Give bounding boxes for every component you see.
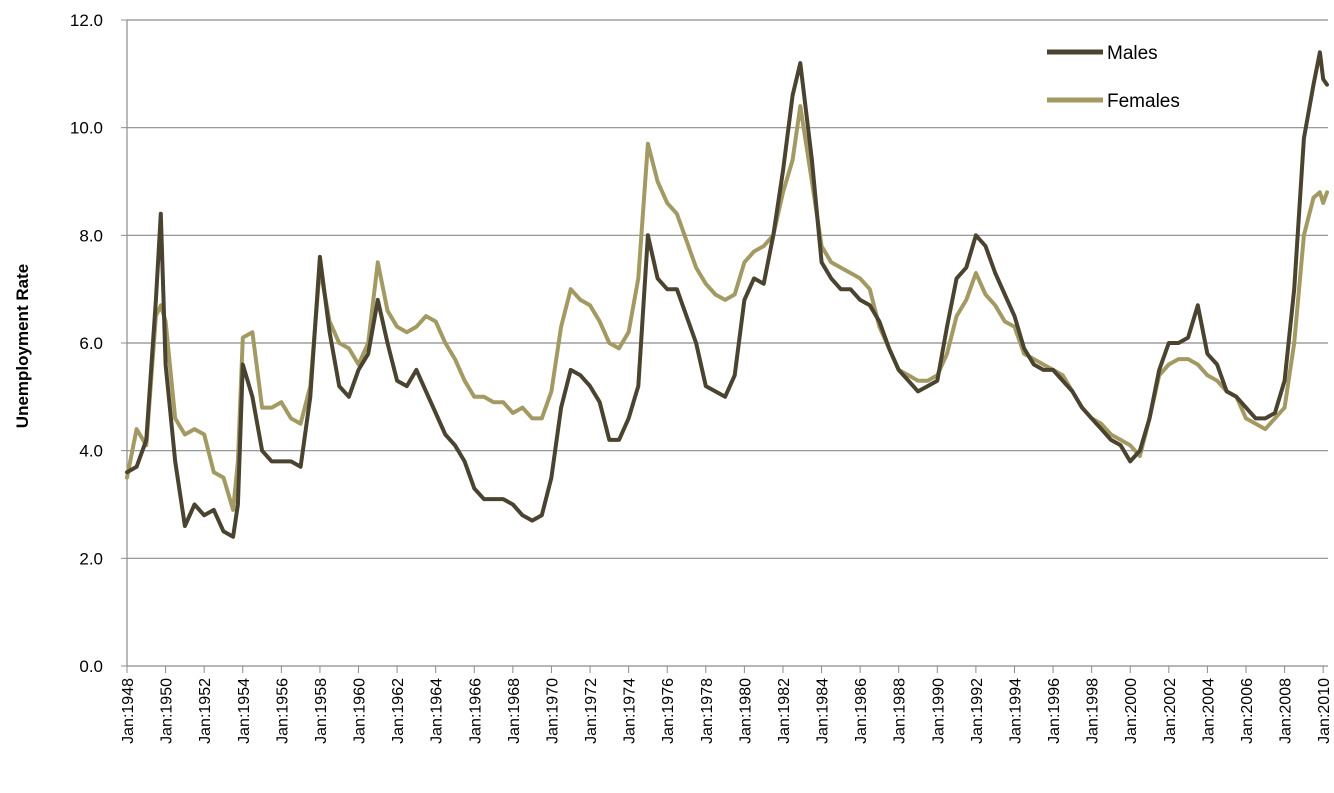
gridlines	[127, 19, 1328, 559]
x-tick-label: Jan:1966	[467, 678, 484, 744]
y-tick-label: 2.0	[79, 549, 103, 568]
y-axis-tick-labels: 0.0 2.0 4.0 6.0 8.0 10.0 12.0	[70, 11, 103, 676]
y-tick-label: 6.0	[79, 334, 103, 353]
x-tick-label: Jan:1956	[274, 678, 291, 744]
x-tick-label: Jan:1980	[737, 678, 754, 744]
series-line-females	[125, 104, 1329, 512]
x-tick-label: Jan:1990	[930, 678, 947, 744]
x-tick-label: Jan:2004	[1200, 678, 1217, 744]
x-tick-label: Jan:1996	[1046, 678, 1063, 744]
legend-label-males: Males	[1107, 43, 1158, 64]
legend: Males Females	[1047, 43, 1180, 112]
y-tick-label: 4.0	[79, 442, 103, 461]
x-tick-label: Jan:1982	[776, 678, 793, 744]
x-tick-label: Jan:1964	[429, 678, 446, 744]
axes	[121, 19, 1328, 667]
x-tick-label: Jan:1988	[892, 678, 909, 744]
x-tick-label: Jan:1978	[699, 678, 716, 744]
y-axis-label: Unemployment Rate	[13, 264, 32, 428]
x-tick-label: Jan:1970	[544, 678, 561, 744]
x-tick-label: Jan:1984	[815, 678, 832, 744]
series-lines	[125, 50, 1329, 539]
x-tick-label: Jan:2008	[1278, 678, 1295, 744]
x-tick-label: Jan:1962	[390, 678, 407, 744]
x-tick-label: Jan:2010	[1316, 678, 1333, 744]
x-tick-label: Jan:1950	[159, 678, 176, 744]
y-tick-label: 12.0	[70, 11, 103, 30]
x-tick-label: Jan:2002	[1162, 678, 1179, 744]
x-tick-label: Jan:2000	[1123, 678, 1140, 744]
y-tick-label: 8.0	[79, 226, 103, 245]
x-tick-label: Jan:1986	[853, 678, 870, 744]
x-axis-tick-labels: Jan:1948 Jan:1950 Jan:1952 Jan:1954 Jan:1956…	[120, 666, 1333, 744]
x-tick-label: Jan:1958	[313, 678, 330, 744]
legend-item-females: Females	[1047, 91, 1180, 112]
x-tick-label: Jan:1972	[583, 678, 600, 744]
x-tick-label: Jan:1960	[352, 678, 369, 744]
x-tick-label: Jan:1968	[506, 678, 523, 744]
x-tick-label: Jan:1998	[1085, 678, 1102, 744]
y-tick-label: 0.0	[79, 657, 103, 676]
x-tick-label: Jan:1974	[622, 678, 639, 744]
legend-item-males: Males	[1047, 43, 1158, 64]
x-tick-label: Jan:1992	[969, 678, 986, 744]
x-tick-label: Jan:1954	[236, 678, 253, 744]
x-tick-label: Jan:2006	[1239, 678, 1256, 744]
x-tick-label: Jan:1948	[120, 678, 137, 744]
x-tick-label: Jan:1976	[660, 678, 677, 744]
series-line-males	[125, 50, 1329, 539]
y-tick-label: 10.0	[70, 119, 103, 138]
legend-label-females: Females	[1107, 91, 1180, 112]
x-tick-label: Jan:1994	[1007, 678, 1024, 744]
x-tick-label: Jan:1952	[197, 678, 214, 744]
